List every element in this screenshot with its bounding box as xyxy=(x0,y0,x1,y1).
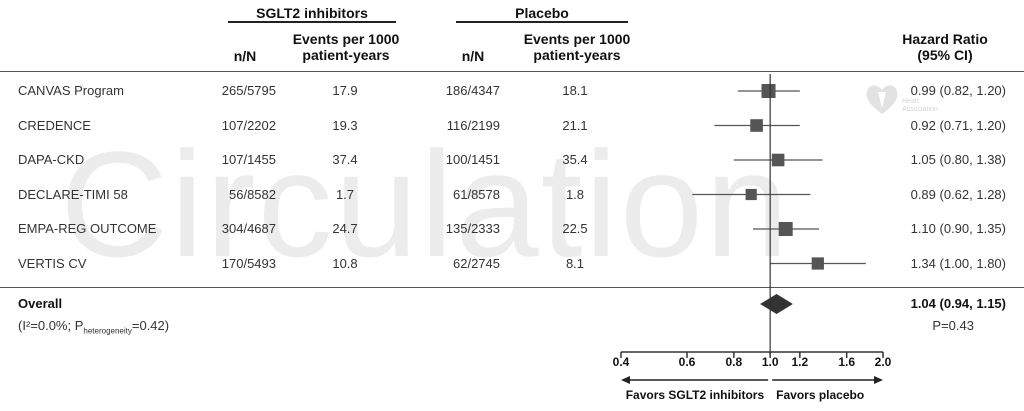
heart-association-logo-icon xyxy=(866,85,898,114)
favors-placebo-label: Favors placebo xyxy=(776,388,864,402)
group-title-sglt2: SGLT2 inhibitors xyxy=(256,5,368,21)
placebo-rate: 1.8 xyxy=(565,186,585,202)
group-underline-sglt2 xyxy=(228,21,396,23)
placebo-rate: 22.5 xyxy=(562,221,588,236)
study-name: EMPA-REG OUTCOME xyxy=(18,221,157,236)
x-tick-label: 1.0 xyxy=(762,355,779,369)
placebo-nN: 186/4347 xyxy=(445,83,500,98)
placebo-nN: 100/1451 xyxy=(445,152,500,167)
col-header-placebo-nN: n/N xyxy=(461,48,485,64)
group-underline-placebo xyxy=(456,21,628,23)
hazard-ratio-ci: 1.10 (0.90, 1.35) xyxy=(910,221,1006,236)
hr-point-square xyxy=(745,188,757,201)
header-divider xyxy=(0,71,1024,72)
x-tick-label: 1.2 xyxy=(791,355,808,369)
overall-hazard-ratio: 1.04 (0.94, 1.15) xyxy=(910,296,1006,311)
col-header-sglt2-events-line1: Events per 1000 xyxy=(292,31,400,47)
hr-point-square xyxy=(811,257,824,270)
col-header-placebo-events-line2: patient-years xyxy=(533,47,621,63)
sglt2-nN: 107/2202 xyxy=(221,117,276,133)
col-header-hr-line2: (95% CI) xyxy=(917,47,973,63)
x-tick-label: 1.6 xyxy=(838,355,855,369)
placebo-nN: 62/2745 xyxy=(453,255,500,271)
sglt2-rate: 1.7 xyxy=(335,186,355,202)
hr-point-square xyxy=(771,153,785,167)
heterogeneity-stat: (I²=0.0%; Pheterogeneity=0.42) xyxy=(18,318,169,336)
sglt2-nN: 170/5493 xyxy=(221,255,276,271)
x-tick-label: 0.8 xyxy=(725,355,742,369)
sglt2-nN: 56/8582 xyxy=(229,186,276,202)
col-header-sglt2-events-line2: patient-years xyxy=(302,47,390,63)
overall-p-value: P=0.43 xyxy=(932,318,974,333)
sglt2-nN: 107/1455 xyxy=(221,152,276,167)
watermark-text: Circulation xyxy=(60,120,791,288)
col-header-sglt2-events: Events per 1000 patient-years xyxy=(276,31,416,63)
overall-diamond xyxy=(760,294,793,314)
placebo-nN: 116/2199 xyxy=(446,117,500,133)
sglt2-rate: 24.7 xyxy=(332,221,358,236)
overall-divider xyxy=(0,287,1024,288)
x-tick-label: 2.0 xyxy=(875,355,892,369)
hr-point-square xyxy=(761,84,776,98)
study-name: DAPA-CKD xyxy=(18,152,85,167)
sglt2-nN: 304/4687 xyxy=(221,221,276,236)
sglt2-rate: 17.9 xyxy=(332,83,358,98)
placebo-rate: 18.1 xyxy=(562,83,588,98)
left-arrow-head xyxy=(621,376,630,384)
sglt2-rate: 37.4 xyxy=(332,152,358,167)
logo-text-line1: Heart xyxy=(902,98,920,105)
heterogeneity-prefix: (I²=0.0%; P xyxy=(18,318,84,333)
placebo-rate: 35.4 xyxy=(562,152,588,167)
group-title-placebo: Placebo xyxy=(515,5,569,21)
hazard-ratio-ci: 1.05 (0.80, 1.38) xyxy=(910,152,1006,167)
logo-text: Heart Association xyxy=(902,98,938,114)
placebo-rate: 8.1 xyxy=(565,255,585,271)
favors-sglt2-label: Favors SGLT2 inhibitors xyxy=(626,388,765,402)
hr-point-square xyxy=(750,119,763,132)
col-header-sglt2-nN: n/N xyxy=(233,48,257,64)
study-name: DECLARE-TIMI 58 xyxy=(18,186,128,202)
col-header-hr-line1: Hazard Ratio xyxy=(902,31,988,47)
sglt2-rate: 19.3 xyxy=(332,117,358,133)
x-tick-label: 0.6 xyxy=(679,355,696,369)
col-header-hazard-ratio: Hazard Ratio (95% CI) xyxy=(890,31,1000,63)
x-tick-label: 0.4 xyxy=(613,355,630,369)
hr-point-square xyxy=(778,222,793,236)
placebo-nN: 135/2333 xyxy=(445,221,500,236)
placebo-nN: 61/8578 xyxy=(453,186,500,202)
logo-text-line2: Association xyxy=(902,106,938,113)
sglt2-rate: 10.8 xyxy=(332,255,358,271)
col-header-placebo-events-line1: Events per 1000 xyxy=(523,31,631,47)
heterogeneity-suffix: =0.42) xyxy=(131,318,170,333)
overall-label: Overall xyxy=(18,296,63,311)
study-name: CANVAS Program xyxy=(18,83,124,98)
hazard-ratio-ci: 1.34 (1.00, 1.80) xyxy=(910,255,1006,271)
study-name: VERTIS CV xyxy=(18,255,87,271)
study-name: CREDENCE xyxy=(18,117,91,133)
hazard-ratio-ci: 0.99 (0.82, 1.20) xyxy=(910,83,1006,98)
sglt2-nN: 265/5795 xyxy=(221,83,276,98)
hazard-ratio-ci: 0.89 (0.62, 1.28) xyxy=(910,186,1006,202)
col-header-placebo-events: Events per 1000 patient-years xyxy=(507,31,647,63)
hazard-ratio-ci: 0.92 (0.71, 1.20) xyxy=(910,117,1006,133)
heterogeneity-sub: heterogeneity xyxy=(83,326,132,336)
right-arrow-head xyxy=(874,376,883,384)
placebo-rate: 21.1 xyxy=(562,117,588,133)
